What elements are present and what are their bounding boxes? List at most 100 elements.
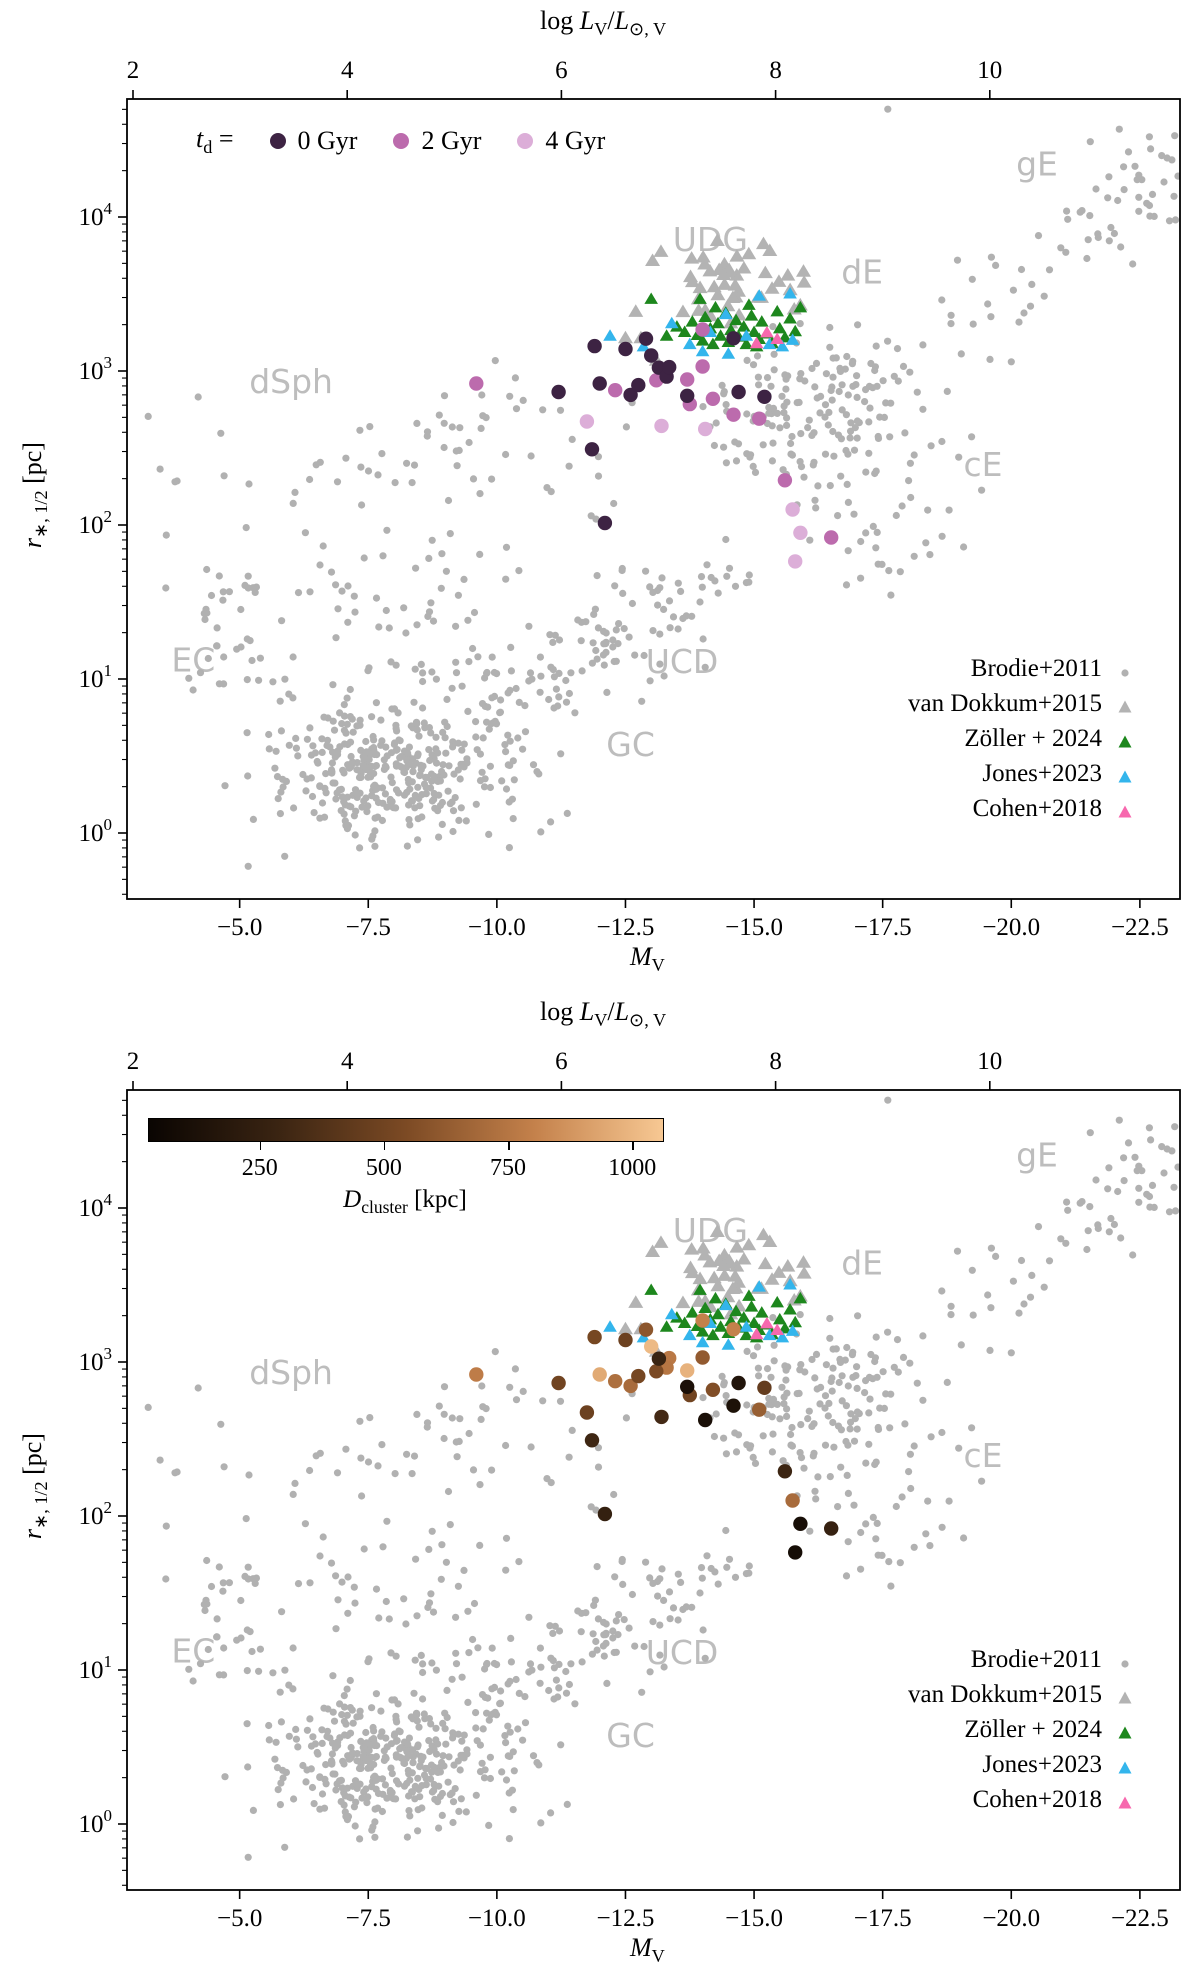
- background-dot: [423, 432, 431, 440]
- sample-circle-points: [469, 1313, 839, 1560]
- background-dot: [640, 1642, 648, 1651]
- sample-circle-marker: [731, 384, 746, 400]
- background-dot: [375, 1614, 383, 1622]
- background-dot: [396, 754, 404, 762]
- background-dot: [200, 1600, 208, 1608]
- background-dot: [367, 1753, 375, 1761]
- background-dot: [502, 1776, 511, 1784]
- background-dot: [418, 1804, 426, 1812]
- background-dot: [438, 1541, 446, 1549]
- background-dot: [362, 1785, 370, 1793]
- region-label-dsph: dSph: [249, 1353, 333, 1392]
- background-dot: [805, 416, 813, 424]
- background-dot: [769, 1314, 777, 1322]
- background-dot: [446, 1521, 454, 1529]
- x-tick-label: −20.0: [982, 914, 1040, 941]
- background-dot: [472, 1724, 480, 1732]
- background-dot: [501, 741, 509, 749]
- background-dot: [1160, 1169, 1168, 1177]
- background-dot: [309, 742, 317, 750]
- background-dot: [352, 807, 360, 815]
- background-dot: [846, 434, 854, 442]
- background-dot: [323, 1732, 331, 1741]
- background-dot: [350, 592, 358, 600]
- cyan-triangle-marker: [721, 1338, 736, 1350]
- top-tick-label: 10: [977, 57, 1002, 84]
- background-dot: [625, 1624, 633, 1632]
- xlabel-sub: V: [651, 955, 665, 976]
- background-dot: [842, 1572, 851, 1580]
- background-dot: [578, 1658, 586, 1666]
- background-dot: [674, 1570, 682, 1578]
- xlabel-sub: V: [651, 1946, 665, 1967]
- background-dot: [658, 574, 666, 582]
- background-dot: [414, 1774, 422, 1782]
- legend-row-cohen-2018: Cohen+2018: [973, 1782, 1136, 1817]
- background-dot: [452, 1438, 460, 1446]
- background-dot: [457, 1795, 465, 1803]
- background-dot: [919, 1332, 927, 1340]
- background-dot: [221, 782, 229, 790]
- background-dot: [444, 1778, 452, 1786]
- background-dot: [432, 1724, 440, 1732]
- background-dot: [969, 1311, 977, 1319]
- background-dot: [327, 766, 336, 774]
- background-dot: [984, 1291, 992, 1299]
- background-dot: [333, 478, 342, 486]
- background-dot: [874, 432, 882, 441]
- background-dot: [508, 795, 516, 803]
- background-dot: [892, 1502, 900, 1511]
- background-dot: [509, 1806, 517, 1814]
- background-dot: [353, 722, 361, 730]
- background-dot: [220, 1644, 228, 1652]
- background-dot: [318, 1739, 326, 1747]
- background-dot: [938, 1428, 946, 1437]
- background-dot: [862, 386, 870, 394]
- background-dot: [669, 1604, 678, 1612]
- background-dot: [600, 661, 608, 669]
- background-dot: [872, 1458, 880, 1466]
- background-dot: [318, 1790, 327, 1798]
- background-dot: [386, 1789, 395, 1797]
- background-dot: [554, 702, 562, 710]
- background-dot: [449, 1798, 458, 1806]
- background-dot: [862, 1520, 870, 1528]
- background-dot: [1120, 1154, 1128, 1162]
- background-dot: [905, 477, 913, 485]
- background-dot: [778, 392, 786, 400]
- cyan-triangle-marker: [739, 329, 754, 341]
- background-dot: [826, 1314, 834, 1323]
- gray-triangle-marker: [683, 1260, 699, 1274]
- background-dot: [844, 1538, 852, 1546]
- background-dot: [1020, 1300, 1028, 1308]
- legend-row-z-ller-2024: Zöller + 2024: [964, 1712, 1136, 1747]
- background-dot: [382, 606, 390, 615]
- sample-circle-marker: [623, 387, 638, 403]
- region-label-de: dE: [841, 252, 883, 291]
- background-dot: [699, 635, 707, 643]
- background-dot: [545, 1686, 553, 1695]
- sample-circle-marker: [638, 1322, 654, 1337]
- background-dot: [824, 421, 832, 429]
- background-dot: [1084, 1227, 1092, 1235]
- background-dot: [392, 724, 400, 733]
- background-dot: [814, 1473, 822, 1481]
- background-dot: [1133, 1167, 1141, 1175]
- top-title-sub2: ⊙, V: [629, 19, 667, 40]
- background-dot: [1020, 309, 1028, 317]
- background-dot: [371, 827, 379, 835]
- background-dot: [769, 1395, 778, 1403]
- background-dot: [1015, 318, 1023, 326]
- sample-circle-marker: [777, 1464, 793, 1479]
- background-dot: [781, 371, 789, 379]
- background-dot: [742, 579, 751, 587]
- background-dot: [425, 608, 434, 616]
- gray-triangle-marker: [764, 281, 780, 294]
- background-dot: [327, 1757, 336, 1765]
- background-dot: [330, 1717, 339, 1725]
- background-dot: [419, 669, 427, 677]
- background-dot: [314, 1750, 322, 1758]
- background-dot: [219, 1587, 227, 1595]
- green-triangle-marker: [706, 337, 720, 350]
- background-dot: [411, 665, 419, 673]
